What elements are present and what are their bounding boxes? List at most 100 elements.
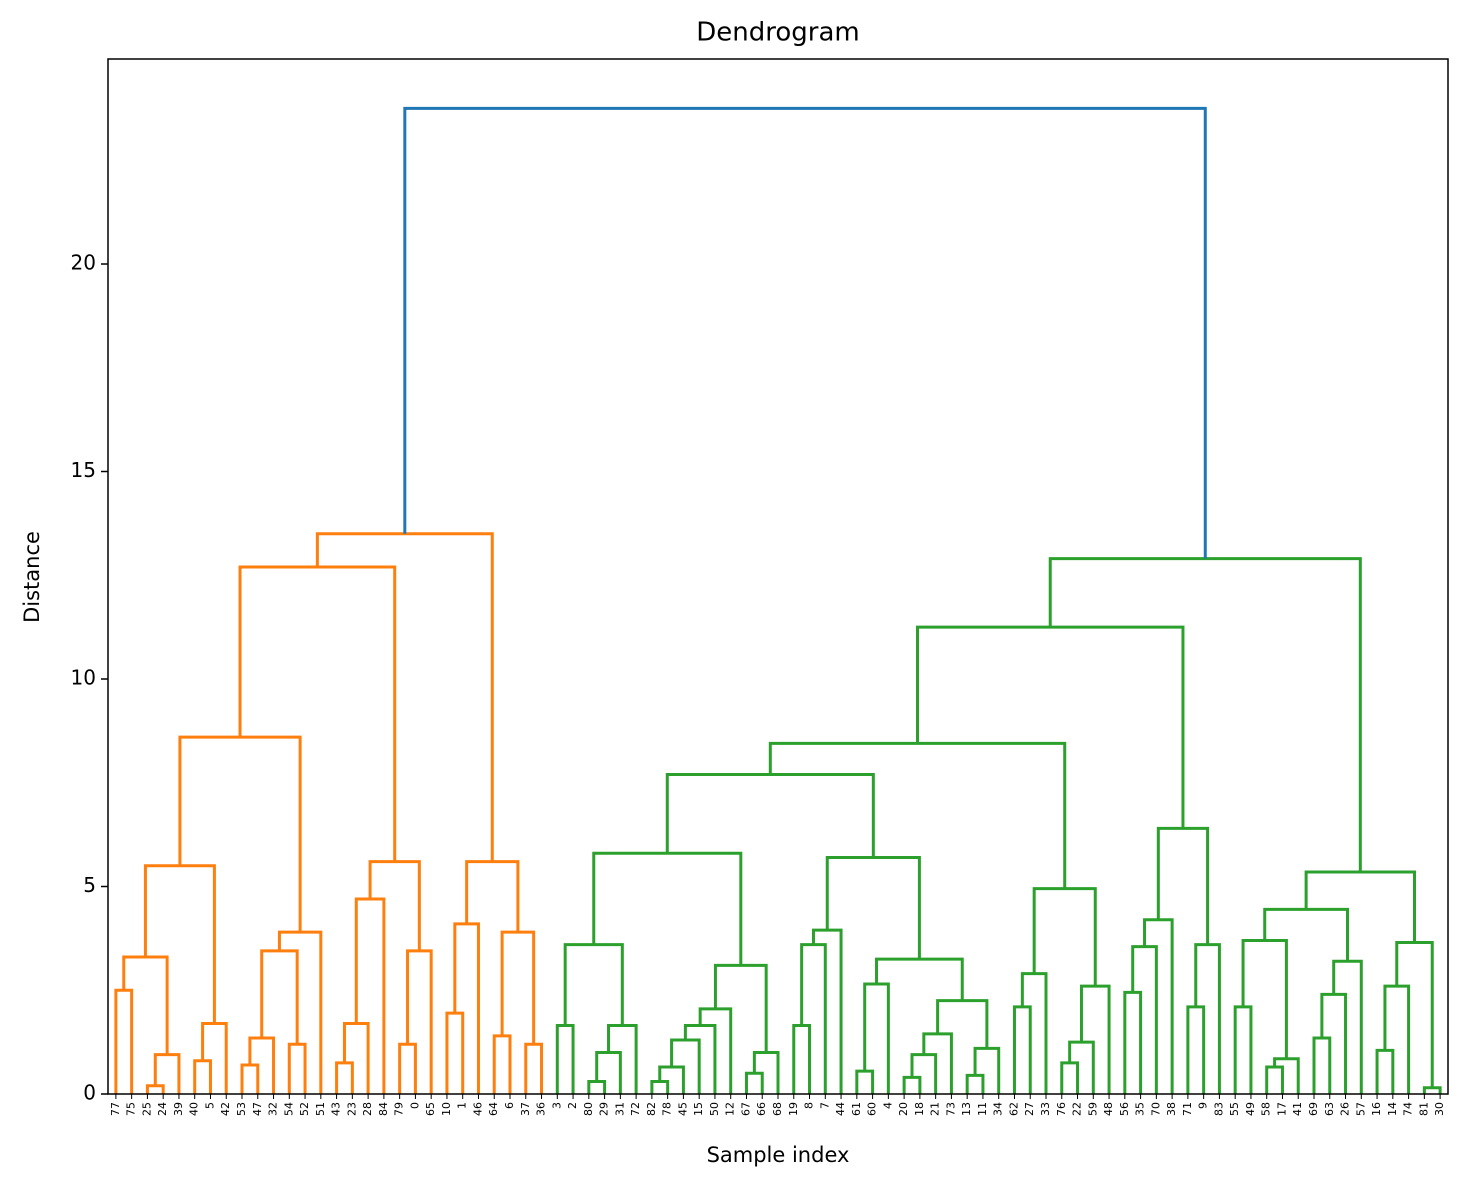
y-tick-label: 15 [71, 458, 96, 482]
leaf-label: 10 [440, 1102, 453, 1116]
leaf-label: 64 [487, 1102, 500, 1116]
leaf-label: 61 [850, 1102, 863, 1116]
dendrogram-link [153, 1053, 181, 1094]
leaf-label: 1 [456, 1102, 469, 1109]
leaf-label: 78 [661, 1102, 674, 1116]
dendrogram-link [1422, 1086, 1442, 1094]
dendrogram-link [403, 106, 1207, 559]
leaf-label: 71 [1181, 1102, 1194, 1116]
leaf-label: 51 [314, 1102, 327, 1116]
dendrogram-link [1068, 1040, 1095, 1094]
leaf-label: 84 [377, 1102, 390, 1116]
leaf-label: 32 [267, 1102, 280, 1116]
x-axis-label: Sample index [707, 1143, 850, 1167]
leaf-label: 47 [251, 1102, 264, 1116]
leaf-label: 3 [550, 1102, 563, 1109]
dendrogram-link [1032, 887, 1097, 987]
dendrogram-link [792, 1024, 812, 1094]
leaf-label: 2 [566, 1102, 579, 1109]
leaf-label: 31 [613, 1102, 626, 1116]
dendrogram-link [277, 930, 323, 1094]
dendrogram-link [698, 1007, 733, 1094]
leaf-label: 49 [1244, 1102, 1257, 1116]
leaf-label: 76 [1055, 1102, 1068, 1116]
dendrogram-link [1320, 992, 1348, 1094]
leaf-label: 83 [1212, 1102, 1225, 1116]
leaf-label: 39 [172, 1102, 185, 1116]
leaf-label: 59 [1086, 1102, 1099, 1116]
leaf-label: 70 [1149, 1102, 1162, 1116]
leaf-label: 25 [140, 1102, 153, 1116]
leaf-label: 21 [929, 1102, 942, 1116]
leaf-label: 11 [976, 1102, 989, 1116]
leaf-label: 66 [755, 1102, 768, 1116]
leaf-label: 44 [834, 1102, 847, 1116]
chart-title: Dendrogram [696, 18, 859, 48]
y-tick-label: 0 [83, 1081, 96, 1105]
leaf-label: 41 [1291, 1102, 1304, 1116]
leaf-label: 15 [692, 1102, 705, 1116]
leaf-label: 17 [1275, 1102, 1288, 1116]
dendrogram-link [1060, 1061, 1080, 1094]
leaf-label: 82 [645, 1102, 658, 1116]
dendrogram-link [1273, 1057, 1300, 1094]
leaf-label: 5 [203, 1102, 216, 1109]
leaf-label: 4 [881, 1102, 894, 1109]
leaf-label: 13 [960, 1102, 973, 1116]
leaf-label: 34 [992, 1102, 1005, 1116]
leaf-label: 65 [424, 1102, 437, 1116]
leaf-label: 77 [109, 1102, 122, 1116]
leaf-label: 0 [408, 1102, 421, 1109]
leaf-label: 73 [944, 1102, 957, 1116]
dendrogram-link [658, 1065, 685, 1094]
dendrogram-link [607, 1024, 638, 1094]
leaf-label: 63 [1323, 1102, 1336, 1116]
leaf-label: 19 [787, 1102, 800, 1116]
leaf-label: 12 [724, 1102, 737, 1116]
leaf-label: 62 [1007, 1102, 1020, 1116]
plot-frame [107, 58, 1449, 1095]
leaf-label: 37 [519, 1102, 532, 1116]
leaf-label: 68 [771, 1102, 784, 1116]
y-axis-label: Distance [20, 531, 44, 623]
dendrogram-link [910, 1053, 938, 1094]
dendrogram-link [445, 1011, 465, 1094]
dendrogram-link [1143, 918, 1174, 1094]
dendrogram-link [922, 1032, 953, 1094]
dendrogram-link [248, 1036, 276, 1094]
leaf-label: 57 [1354, 1102, 1367, 1116]
dendrogram-link [1156, 826, 1210, 945]
dendrogram-link [1263, 907, 1349, 962]
dendrogram-link [855, 1069, 875, 1094]
dendrogram-link [936, 999, 989, 1049]
leaf-label: 29 [598, 1102, 611, 1116]
leaf-label: 22 [1071, 1102, 1084, 1116]
leaf-label: 27 [1023, 1102, 1036, 1116]
dendrogram-link [453, 922, 480, 1094]
dendrogram-link [811, 928, 843, 1094]
leaf-label: 23 [345, 1102, 358, 1116]
leaf-label: 20 [897, 1102, 910, 1116]
leaf-label: 56 [1118, 1102, 1131, 1116]
y-tick-label: 5 [83, 873, 96, 897]
dendrogram-link [1375, 1048, 1395, 1094]
leaf-label: 40 [188, 1102, 201, 1116]
dendrogram-link [335, 1061, 354, 1094]
leaf-label: 33 [1039, 1102, 1052, 1116]
leaf-label: 72 [629, 1102, 642, 1116]
leaf-label: 30 [1433, 1102, 1446, 1116]
leaf-label: 79 [393, 1102, 406, 1116]
leaf-label: 36 [535, 1102, 548, 1116]
dendrogram-link [683, 1024, 717, 1094]
leaf-label: 53 [235, 1102, 248, 1116]
y-tick-label: 20 [71, 251, 96, 275]
leaf-label: 16 [1370, 1102, 1383, 1116]
leaf-label: 52 [298, 1102, 311, 1116]
dendrogram-link [1265, 1065, 1284, 1094]
leaf-label: 24 [156, 1102, 169, 1116]
leaf-label: 9 [1197, 1102, 1210, 1109]
y-tick-label: 10 [71, 666, 96, 690]
leaf-label: 80 [582, 1102, 595, 1116]
leaf-label: 81 [1417, 1102, 1430, 1116]
